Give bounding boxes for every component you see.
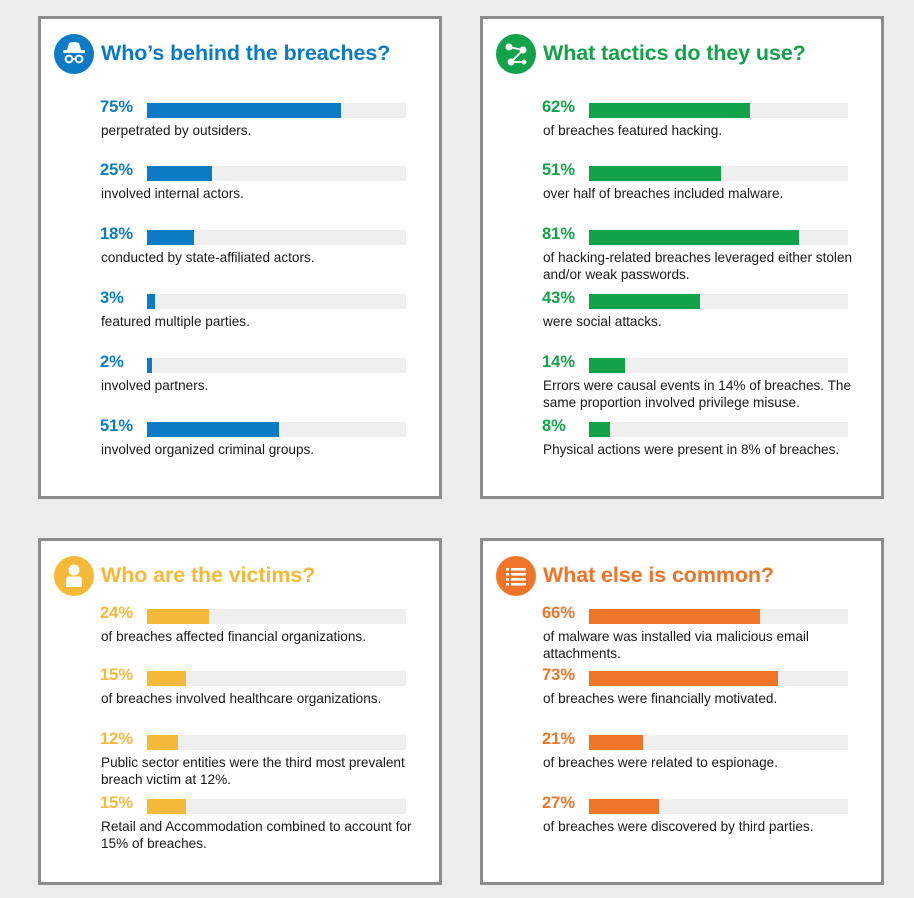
stat-percent: 66% xyxy=(542,604,576,622)
bar-fill xyxy=(589,103,750,118)
panel-title: What tactics do they use? xyxy=(543,41,806,65)
network-icon xyxy=(496,34,536,74)
bar-track xyxy=(589,799,848,814)
stat-percent: 18% xyxy=(100,225,134,243)
bar-fill xyxy=(147,422,280,437)
bar-track xyxy=(147,735,406,750)
bar-fill xyxy=(589,166,722,181)
stat-description: of breaches were related to espionage. xyxy=(543,755,779,770)
stat-description: of breaches were discovered by third par… xyxy=(543,819,814,834)
panel-title: Who are the victims? xyxy=(101,563,316,587)
stat-description: perpetrated by outsiders. xyxy=(101,123,252,138)
stat-percent: 51% xyxy=(100,417,134,435)
bar-fill xyxy=(147,166,212,181)
stat-percent: 81% xyxy=(542,225,576,243)
person-icon xyxy=(54,556,94,596)
stat-percent: 2% xyxy=(100,353,124,371)
stat-description: over half of breaches included malware. xyxy=(543,186,784,201)
stat-description: of hacking-related breaches leveraged ei… xyxy=(543,250,853,282)
bar-fill xyxy=(147,735,179,750)
stat-percent: 43% xyxy=(542,289,576,307)
bar-track xyxy=(589,422,848,437)
stat-description: involved partners. xyxy=(101,378,209,393)
stat-description: conducted by state-affiliated actors. xyxy=(101,250,315,265)
bar-track xyxy=(589,671,848,686)
stat-percent: 75% xyxy=(100,98,134,116)
bar-track xyxy=(147,103,406,118)
bar-track xyxy=(147,358,406,373)
bar-fill xyxy=(147,609,210,624)
bar-track xyxy=(589,294,848,309)
stat-percent: 8% xyxy=(542,417,566,435)
stat-percent: 25% xyxy=(100,161,134,179)
bar-fill xyxy=(589,358,626,373)
stat-description: featured multiple parties. xyxy=(101,314,250,329)
bar-track xyxy=(589,609,848,624)
stat-percent: 14% xyxy=(542,353,576,371)
stat-description: of breaches were financially motivated. xyxy=(543,691,778,706)
bar-track xyxy=(147,166,406,181)
stat-description: of breaches involved healthcare organiza… xyxy=(101,691,382,706)
bar-fill xyxy=(147,671,186,686)
bar-fill xyxy=(589,671,779,686)
panel-victims: Who are the victims? 24% of breaches affe… xyxy=(38,538,442,885)
bar-fill xyxy=(147,103,342,118)
stat-percent: 3% xyxy=(100,289,124,307)
bar-fill xyxy=(589,735,644,750)
spy-icon xyxy=(54,34,94,74)
bar-fill xyxy=(147,230,194,245)
stat-description: Retail and Accommodation combined to acc… xyxy=(101,819,412,851)
bar-track xyxy=(589,735,848,750)
list-icon xyxy=(496,556,536,596)
bar-track xyxy=(147,294,406,309)
stat-description: Errors were causal events in 14% of brea… xyxy=(543,378,852,410)
stat-description: of breaches featured hacking. xyxy=(543,123,723,138)
panel-title: Who’s behind the breaches? xyxy=(101,41,391,65)
bar-fill xyxy=(589,294,701,309)
bar-fill xyxy=(147,799,186,814)
stat-description: involved internal actors. xyxy=(101,186,244,201)
panel-title: What else is common? xyxy=(543,563,774,587)
stat-percent: 27% xyxy=(542,794,576,812)
stat-description: of malware was installed via malicious e… xyxy=(543,629,809,661)
stat-description: Physical actions were present in 8% of b… xyxy=(543,442,840,457)
stat-percent: 51% xyxy=(542,161,576,179)
stat-description: Public sector entities were the third mo… xyxy=(101,755,405,787)
stat-percent: 15% xyxy=(100,666,134,684)
bar-fill xyxy=(147,358,153,373)
bar-track xyxy=(589,166,848,181)
bar-track xyxy=(147,671,406,686)
stat-percent: 73% xyxy=(542,666,576,684)
bar-fill xyxy=(589,609,760,624)
bar-track xyxy=(147,422,406,437)
stat-description: of breaches affected financial organizat… xyxy=(101,629,366,644)
stat-percent: 24% xyxy=(100,604,134,622)
bar-track xyxy=(147,609,406,624)
bar-fill xyxy=(589,422,610,437)
bar-track xyxy=(147,799,406,814)
bar-track xyxy=(589,358,848,373)
stat-description: involved organized criminal groups. xyxy=(101,442,315,457)
bar-fill xyxy=(147,294,155,309)
stat-percent: 15% xyxy=(100,794,134,812)
bar-fill xyxy=(589,230,799,245)
stat-percent: 21% xyxy=(542,730,576,748)
bar-track xyxy=(147,230,406,245)
panel-else-common: What else is common? 66% of malware was i… xyxy=(480,538,884,885)
panel-tactics: What tactics do they use? 62% of breaches… xyxy=(480,16,884,499)
stat-percent: 12% xyxy=(100,730,134,748)
bar-track xyxy=(589,230,848,245)
bar-fill xyxy=(589,799,659,814)
stat-description: were social attacks. xyxy=(543,314,662,329)
bar-track xyxy=(589,103,848,118)
stat-percent: 62% xyxy=(542,98,576,116)
panel-whos-behind: Who’s behind the breaches? 75% perpetrate… xyxy=(38,16,442,499)
